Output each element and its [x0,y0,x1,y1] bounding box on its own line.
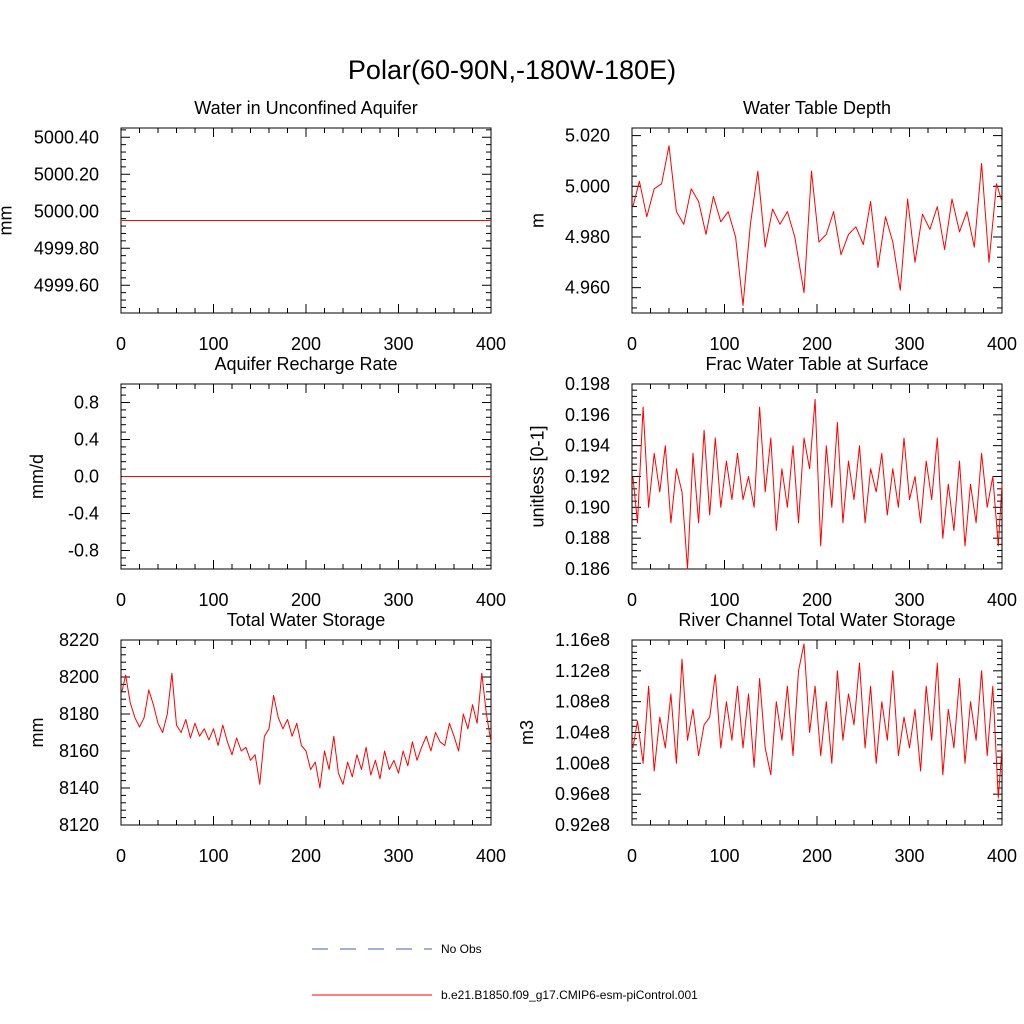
y-tick-label: 8200 [59,667,99,687]
x-tick-label: 300 [383,590,413,610]
x-tick-label: 100 [198,590,228,610]
x-tick-label: 200 [802,334,832,354]
x-tick-label: 100 [709,334,739,354]
y-tick-label: 0.188 [565,528,610,548]
x-tick-label: 300 [383,334,413,354]
panel-title: Total Water Storage [227,610,385,630]
y-tick-label: 5000.40 [34,127,99,147]
x-tick-label: 200 [802,590,832,610]
y-tick-label: 8140 [59,778,99,798]
x-tick-label: 400 [987,590,1017,610]
panel-3: Aquifer Recharge Rate 0 100 200 300 400 -0.8 -0… [27,354,506,610]
x-tick-label: 0 [627,846,637,866]
x-tick-label: 300 [894,846,924,866]
x-tick-label: 0 [627,334,637,354]
x-tick-label: 200 [291,334,321,354]
y-tick-label: 4.980 [565,227,610,247]
y-tick-label: 1.16e8 [555,630,610,650]
x-tick-label: 100 [198,846,228,866]
y-tick-label: -0.8 [68,541,99,561]
panel-title: Frac Water Table at Surface [705,354,928,374]
y-axis-label: mm/d [27,454,47,499]
y-tick-label: 8120 [59,815,99,835]
y-tick-label: 0.194 [565,436,610,456]
x-tick-label: 300 [894,590,924,610]
y-tick-label: 4999.80 [34,238,99,258]
y-tick-label: 0.198 [565,374,610,394]
x-tick-label: 200 [291,590,321,610]
x-tick-label: 100 [709,590,739,610]
y-tick-label: 0.196 [565,405,610,425]
y-tick-label: 0.4 [74,430,99,450]
y-tick-label: 8220 [59,630,99,650]
x-tick-label: 400 [987,846,1017,866]
x-tick-label: 0 [116,590,126,610]
legend-model-label: b.e21.B1850.f09_g17.CMIP6-esm-piControl.… [441,988,698,1002]
panel-title: River Channel Total Water Storage [678,610,955,630]
panel-4: Frac Water Table at Surface 0 100 200 300 400… [528,354,1018,610]
x-tick-label: 100 [709,846,739,866]
y-tick-label: 5.000 [565,176,610,196]
panels-grid: Water in Unconfined Aquifer 0 100 200 300 400… [0,98,1017,866]
y-axis-label: mm [0,206,16,236]
y-tick-label: 1.12e8 [555,661,610,681]
panel-5: Total Water Storage 0 100 200 300 400 8120 8140… [27,610,506,866]
y-tick-label: 0.190 [565,497,610,517]
y-axis-label: m3 [517,720,537,745]
y-tick-label: 4.960 [565,278,610,298]
x-tick-label: 100 [198,334,228,354]
y-axis-label: mm [27,718,47,748]
panel-title: Aquifer Recharge Rate [214,354,397,374]
x-tick-label: 0 [627,590,637,610]
y-tick-label: 5000.20 [34,164,99,184]
panel-title: Water Table Depth [743,98,891,118]
y-tick-label: 0.192 [565,467,610,487]
y-tick-label: 0.0 [74,467,99,487]
panel-6: River Channel Total Water Storage 0 100 200… [517,610,1017,866]
x-tick-label: 300 [383,846,413,866]
legend-obs-label: No Obs [441,942,482,956]
panel-2: Water Table Depth 0 100 200 300 400 4.960 4.980… [528,98,1018,354]
y-tick-label: 0.8 [74,393,99,413]
x-tick-label: 400 [476,590,506,610]
x-tick-label: 400 [476,846,506,866]
y-axis-label: m [528,213,548,228]
x-tick-label: 400 [987,334,1017,354]
x-tick-label: 300 [894,334,924,354]
y-tick-label: 5000.00 [34,201,99,221]
legend: No Obs b.e21.B1850.f09_g17.CMIP6-esm-piC… [312,942,698,1002]
series-line [632,398,1003,570]
y-tick-label: 0.92e8 [555,815,610,835]
plot-frame [631,383,1003,570]
x-tick-label: 0 [116,334,126,354]
series-line [632,145,1003,306]
y-tick-label: -0.4 [68,504,99,524]
y-tick-label: 1.08e8 [555,692,610,712]
y-tick-label: 1.00e8 [555,753,610,773]
panel-1: Water in Unconfined Aquifer 0 100 200 300 400… [0,98,506,354]
series-line [632,643,1003,799]
x-tick-label: 200 [802,846,832,866]
y-tick-label: 5.020 [565,126,610,146]
y-tick-label: 0.186 [565,559,610,579]
y-tick-label: 8160 [59,741,99,761]
x-tick-label: 0 [116,846,126,866]
x-tick-label: 400 [476,334,506,354]
y-axis-label: unitless [0-1] [528,425,548,527]
panel-title: Water in Unconfined Aquifer [194,98,417,118]
y-tick-label: 1.04e8 [555,723,610,743]
x-tick-label: 200 [291,846,321,866]
y-tick-label: 4999.60 [34,275,99,295]
y-tick-label: 8180 [59,704,99,724]
y-tick-label: 0.96e8 [555,784,610,804]
figure-title: Polar(60-90N,-180W-180E) [348,55,676,85]
series-line [121,672,492,789]
